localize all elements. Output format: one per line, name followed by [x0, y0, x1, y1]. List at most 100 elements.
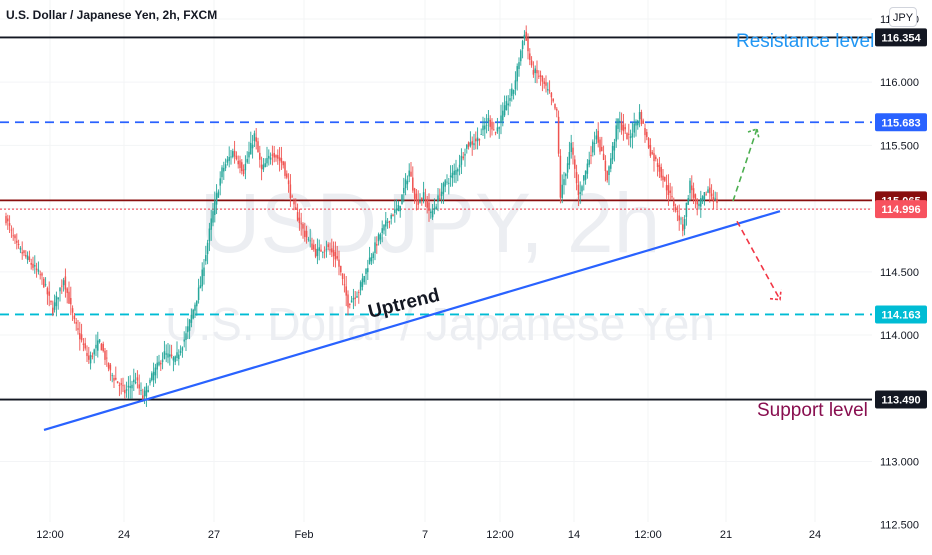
candle-body	[478, 138, 481, 141]
time-tick-label: 12:00	[36, 529, 64, 541]
candle-body	[435, 206, 437, 210]
candle-body	[422, 192, 425, 201]
candle-body	[613, 142, 616, 151]
candle-body	[143, 390, 146, 397]
currency-button[interactable]: JPY	[889, 7, 917, 27]
candle-body	[125, 389, 128, 391]
candle-body	[545, 82, 547, 86]
candle-body	[692, 188, 695, 198]
price-badge-support_bottom	[875, 390, 927, 409]
candle-body	[665, 185, 668, 191]
watermark-layer: USDJPY, 2h U.S. Dollar / Japanese Yen	[165, 176, 715, 350]
candle-body	[662, 175, 664, 181]
candle-body	[419, 200, 421, 203]
candle-body	[359, 282, 362, 291]
candle-body	[37, 269, 40, 272]
candle-body	[233, 150, 236, 157]
candle-body	[259, 152, 261, 160]
price-tick-label: 115.500	[880, 140, 919, 152]
candle-body	[386, 222, 389, 223]
candle-body	[147, 390, 149, 393]
candle-body	[246, 158, 248, 163]
candle-body	[77, 328, 79, 330]
candle-body	[32, 263, 34, 268]
candle-body	[689, 180, 691, 194]
candle-body	[102, 343, 104, 351]
candle-body	[244, 163, 247, 171]
candle-body	[131, 384, 133, 389]
price-badge-last_price	[875, 200, 927, 219]
candle-body	[390, 215, 392, 219]
candle-body	[318, 247, 320, 251]
candle-body	[53, 302, 56, 310]
uptrend-line[interactable]	[43, 210, 781, 431]
candle-body	[620, 121, 623, 130]
candle-body	[55, 295, 58, 307]
candle-body	[514, 80, 517, 90]
candle-body	[111, 375, 113, 377]
candle-body	[217, 191, 220, 198]
candle-body	[532, 69, 535, 75]
candle-body	[7, 218, 9, 222]
time-tick-label: 12:00	[486, 529, 514, 541]
candle-body	[710, 193, 713, 197]
candle-body	[68, 291, 70, 304]
candle-body	[80, 334, 83, 341]
candle-body	[313, 244, 315, 250]
candle-body	[451, 172, 454, 179]
candle-body	[174, 356, 176, 363]
candle-body	[59, 287, 61, 292]
candle-body	[107, 362, 110, 369]
candle-body	[190, 314, 193, 323]
candle-body	[356, 296, 358, 298]
candle-body	[289, 184, 292, 199]
candle-body	[280, 158, 283, 163]
candle-body	[700, 198, 702, 207]
candle-body	[23, 250, 25, 253]
candle-body	[597, 130, 599, 143]
candle-body	[228, 157, 230, 161]
candle-body	[17, 243, 20, 246]
candle-body	[428, 202, 430, 211]
bullish-arrow-head	[747, 127, 760, 140]
bullish-forecast-arrow[interactable]	[732, 128, 758, 202]
candle-body	[604, 160, 607, 172]
candle-body	[160, 362, 162, 365]
candle-body	[116, 381, 119, 384]
candle-body	[656, 163, 659, 167]
candle-body	[95, 344, 97, 349]
candle-body	[408, 170, 410, 177]
candle-body	[413, 188, 416, 199]
candle-body	[278, 157, 281, 161]
candle-body	[464, 153, 466, 156]
candle-body	[455, 169, 457, 175]
time-axis-panel[interactable]	[0, 522, 874, 550]
candle-body	[97, 340, 99, 351]
candle-body	[341, 273, 344, 280]
candle-body	[323, 250, 326, 252]
candle-body	[142, 395, 144, 400]
candle-body	[140, 390, 142, 392]
candle-body	[205, 255, 207, 262]
candle-body	[349, 304, 351, 305]
bearish-forecast-arrow[interactable]	[736, 220, 781, 301]
candle-body	[372, 253, 374, 258]
candle-body	[295, 207, 297, 210]
candle-body	[224, 164, 227, 169]
candle-body	[552, 98, 554, 102]
candle-body	[314, 248, 317, 257]
candle-body	[82, 343, 85, 345]
candle-body	[73, 315, 76, 320]
candle-body	[502, 110, 504, 121]
candle-body	[606, 170, 608, 181]
candle-body	[509, 98, 511, 101]
candle-body	[678, 215, 680, 221]
candle-body	[79, 333, 81, 340]
candle-body	[707, 189, 709, 193]
candle-body	[527, 38, 529, 52]
price-axis-panel[interactable]	[874, 0, 932, 550]
candle-body	[66, 288, 68, 293]
candle-body	[489, 119, 491, 127]
